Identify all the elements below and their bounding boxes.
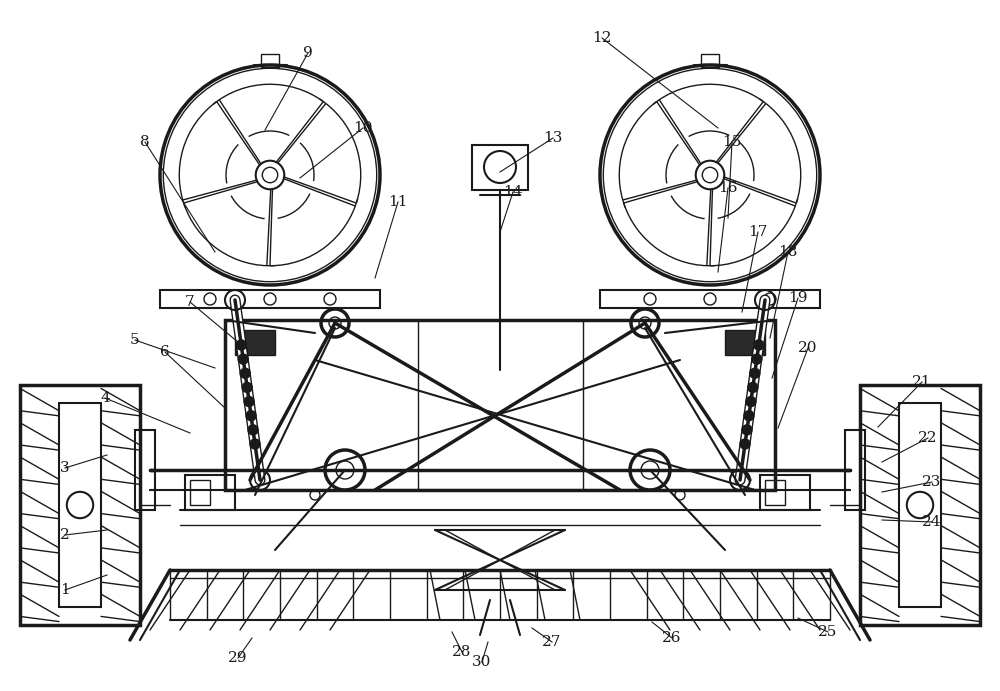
- Bar: [845, 430, 865, 510]
- Bar: [235, 330, 275, 355]
- Text: 29: 29: [228, 651, 248, 665]
- Bar: [261, 54, 279, 67]
- Bar: [725, 330, 765, 355]
- Text: 19: 19: [788, 291, 808, 305]
- Bar: [190, 480, 210, 505]
- Circle shape: [740, 439, 750, 449]
- Circle shape: [240, 368, 250, 378]
- Text: 12: 12: [592, 31, 612, 45]
- Text: 5: 5: [130, 333, 140, 347]
- Text: 1: 1: [60, 583, 70, 597]
- Circle shape: [238, 354, 248, 364]
- Circle shape: [752, 354, 762, 364]
- Text: 28: 28: [452, 645, 472, 659]
- Circle shape: [750, 368, 760, 378]
- Circle shape: [246, 410, 256, 421]
- Text: 9: 9: [303, 46, 313, 60]
- Bar: [135, 430, 155, 510]
- Text: 25: 25: [818, 625, 838, 639]
- Bar: [899, 403, 941, 607]
- Bar: [600, 290, 820, 308]
- Text: 15: 15: [722, 135, 742, 149]
- Circle shape: [746, 397, 756, 406]
- Text: 27: 27: [542, 635, 562, 649]
- Text: 30: 30: [472, 655, 492, 669]
- Bar: [20, 385, 140, 625]
- Text: 24: 24: [922, 515, 942, 529]
- Bar: [59, 403, 101, 607]
- Circle shape: [250, 439, 260, 449]
- Bar: [860, 385, 980, 625]
- Text: 4: 4: [100, 391, 110, 405]
- Text: 23: 23: [922, 475, 942, 489]
- Bar: [160, 290, 380, 308]
- Circle shape: [248, 425, 258, 435]
- Text: 16: 16: [718, 181, 738, 195]
- Text: 2: 2: [60, 528, 70, 542]
- Text: 7: 7: [185, 295, 195, 309]
- Circle shape: [754, 340, 764, 350]
- Text: 18: 18: [778, 245, 798, 259]
- Text: 11: 11: [388, 195, 408, 209]
- Bar: [765, 480, 785, 505]
- Circle shape: [742, 425, 752, 435]
- Text: 14: 14: [503, 185, 523, 199]
- Text: 21: 21: [912, 375, 932, 389]
- Circle shape: [242, 382, 252, 392]
- Circle shape: [244, 397, 254, 406]
- Bar: [701, 54, 719, 67]
- Text: 20: 20: [798, 341, 818, 355]
- Bar: [225, 320, 775, 490]
- Text: 13: 13: [543, 131, 563, 145]
- Circle shape: [236, 340, 246, 350]
- Text: 17: 17: [748, 225, 768, 239]
- Text: 10: 10: [353, 121, 373, 135]
- Circle shape: [748, 382, 758, 392]
- Text: 3: 3: [60, 461, 70, 475]
- Text: 26: 26: [662, 631, 682, 645]
- Text: 8: 8: [140, 135, 150, 149]
- Bar: [472, 145, 528, 190]
- Bar: [185, 475, 235, 510]
- Text: 6: 6: [160, 345, 170, 359]
- Circle shape: [744, 410, 754, 421]
- Bar: [760, 475, 810, 510]
- Text: 22: 22: [918, 431, 938, 445]
